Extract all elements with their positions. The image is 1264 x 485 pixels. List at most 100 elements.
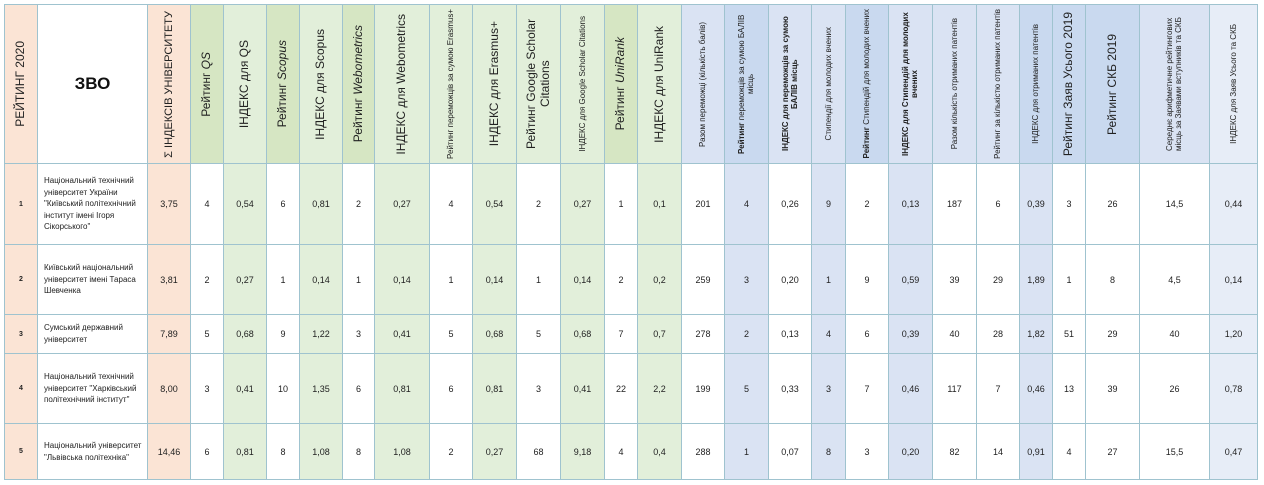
header-rank-patents: Рейтинг за кількістю отриманих патентів bbox=[976, 4, 1020, 164]
cell-sum-index: 8,00 bbox=[147, 353, 191, 424]
cell-rank-skb: 8 bbox=[1085, 244, 1140, 315]
cell-index-qs: 0,68 bbox=[223, 314, 267, 354]
cell-index-applications-skb: 1,20 bbox=[1209, 314, 1258, 354]
cell-rank-applications: 3 bbox=[1052, 163, 1086, 245]
cell-rank-patents: 14 bbox=[976, 423, 1020, 480]
cell-sum-index: 7,89 bbox=[147, 314, 191, 354]
cell-index-patents: 0,91 bbox=[1019, 423, 1053, 480]
cell-rank-skb: 39 bbox=[1085, 353, 1140, 424]
header-rank-applications: Рейтинг Заяв Усього 2019 bbox=[1052, 4, 1086, 164]
cell-index-google-scholar: 0,27 bbox=[560, 163, 605, 245]
cell-rank-erasmus: 6 bbox=[429, 353, 473, 424]
header-rank-qs: Рейтинг QS bbox=[190, 4, 224, 164]
cell-stipends-young: 8 bbox=[811, 423, 846, 480]
table-row: 3 Сумський державний університет 7,89 5 0,68… bbox=[4, 314, 1258, 354]
cell-patents-total: 187 bbox=[932, 163, 977, 245]
header-rank-winners: Рейтинг переможців за сумою БАЛІВ місць bbox=[724, 4, 769, 164]
cell-index-scopus: 1,22 bbox=[299, 314, 343, 354]
cell-index-winners: 0,13 bbox=[768, 314, 812, 354]
cell-rank-patents: 7 bbox=[976, 353, 1020, 424]
cell-patents-total: 117 bbox=[932, 353, 977, 424]
cell-index-unirank: 0,4 bbox=[637, 423, 682, 480]
cell-rank-google-scholar: 5 bbox=[516, 314, 561, 354]
cell-index-google-scholar: 9,18 bbox=[560, 423, 605, 480]
cell-rank-google-scholar: 1 bbox=[516, 244, 561, 315]
header-winners-total: Разом переможці (кількість балів) bbox=[681, 4, 725, 164]
cell-average-places: 4,5 bbox=[1139, 244, 1210, 315]
cell-rank-google-scholar: 3 bbox=[516, 353, 561, 424]
cell-rank-unirank: 2 bbox=[604, 244, 638, 315]
cell-index-erasmus: 0,81 bbox=[472, 353, 517, 424]
cell-index-winners: 0,33 bbox=[768, 353, 812, 424]
header-average-places: Середнє арифметичне рейтингових місць за… bbox=[1139, 4, 1210, 164]
cell-index-webometrics: 0,81 bbox=[374, 353, 430, 424]
cell-rank-skb: 29 bbox=[1085, 314, 1140, 354]
cell-index-stipends: 0,13 bbox=[888, 163, 933, 245]
cell-sum-index: 3,75 bbox=[147, 163, 191, 245]
cell-rank-qs: 6 bbox=[190, 423, 224, 480]
cell-index-stipends: 0,20 bbox=[888, 423, 933, 480]
cell-index-patents: 1,89 bbox=[1019, 244, 1053, 315]
cell-rank-stipends: 9 bbox=[845, 244, 889, 315]
cell-rank-patents: 6 bbox=[976, 163, 1020, 245]
cell-index-qs: 0,81 bbox=[223, 423, 267, 480]
cell-rank-2020: 1 bbox=[4, 163, 38, 245]
cell-rank-erasmus: 2 bbox=[429, 423, 473, 480]
cell-sum-index: 3,81 bbox=[147, 244, 191, 315]
header-index-webometrics: ІНДЕКС для Webometrics bbox=[374, 4, 430, 164]
cell-university-name: Національний технічний університет "Харк… bbox=[37, 353, 148, 424]
header-index-stipends: ІНДЕКС для Стипендій для молодих вчених bbox=[888, 4, 933, 164]
cell-rank-unirank: 4 bbox=[604, 423, 638, 480]
cell-rank-winners: 5 bbox=[724, 353, 769, 424]
cell-rank-stipends: 6 bbox=[845, 314, 889, 354]
cell-rank-skb: 27 bbox=[1085, 423, 1140, 480]
cell-rank-stipends: 3 bbox=[845, 423, 889, 480]
cell-index-scopus: 1,35 bbox=[299, 353, 343, 424]
table-row: 2 Київський національний університет імен… bbox=[4, 244, 1258, 315]
header-index-applications-skb: ІНДЕКС для Заяв Усього та СКБ bbox=[1209, 4, 1258, 164]
cell-rank-unirank: 22 bbox=[604, 353, 638, 424]
cell-index-stipends: 0,59 bbox=[888, 244, 933, 315]
cell-rank-patents: 29 bbox=[976, 244, 1020, 315]
cell-winners-total: 288 bbox=[681, 423, 725, 480]
header-row: РЕЙТИНГ 2020 ЗВО Σ ІНДЕКСІВ УНІВЕРСИТЕТУ… bbox=[4, 4, 1258, 164]
cell-rank-winners: 4 bbox=[724, 163, 769, 245]
cell-rank-2020: 3 bbox=[4, 314, 38, 354]
header-index-unirank: ІНДЕКС для UniRank bbox=[637, 4, 682, 164]
header-stipends-young: Стипендії для молодих вчених bbox=[811, 4, 846, 164]
cell-index-qs: 0,41 bbox=[223, 353, 267, 424]
cell-index-patents: 1,82 bbox=[1019, 314, 1053, 354]
cell-rank-google-scholar: 2 bbox=[516, 163, 561, 245]
cell-index-webometrics: 0,41 bbox=[374, 314, 430, 354]
cell-rank-unirank: 7 bbox=[604, 314, 638, 354]
cell-rank-skb: 26 bbox=[1085, 163, 1140, 245]
header-sum-index: Σ ІНДЕКСІВ УНІВЕРСИТЕТУ bbox=[147, 4, 191, 164]
cell-rank-webometrics: 1 bbox=[342, 244, 375, 315]
cell-rank-qs: 4 bbox=[190, 163, 224, 245]
cell-index-stipends: 0,46 bbox=[888, 353, 933, 424]
cell-index-scopus: 0,14 bbox=[299, 244, 343, 315]
cell-index-applications-skb: 0,47 bbox=[1209, 423, 1258, 480]
cell-sum-index: 14,46 bbox=[147, 423, 191, 480]
ranking-table: РЕЙТИНГ 2020 ЗВО Σ ІНДЕКСІВ УНІВЕРСИТЕТУ… bbox=[4, 4, 1258, 480]
cell-index-patents: 0,39 bbox=[1019, 163, 1053, 245]
cell-index-google-scholar: 0,41 bbox=[560, 353, 605, 424]
header-rank-2020: РЕЙТИНГ 2020 bbox=[4, 4, 38, 164]
cell-index-winners: 0,20 bbox=[768, 244, 812, 315]
cell-index-winners: 0,26 bbox=[768, 163, 812, 245]
cell-university-name: Сумський державний університет bbox=[37, 314, 148, 354]
cell-university-name: Національний технічний університет Украї… bbox=[37, 163, 148, 245]
cell-rank-stipends: 2 bbox=[845, 163, 889, 245]
cell-index-scopus: 0,81 bbox=[299, 163, 343, 245]
cell-index-qs: 0,54 bbox=[223, 163, 267, 245]
cell-rank-webometrics: 6 bbox=[342, 353, 375, 424]
table-row: 4 Національний технічний університет "Хар… bbox=[4, 353, 1258, 424]
cell-rank-patents: 28 bbox=[976, 314, 1020, 354]
header-rank-skb: Рейтинг СКБ 2019 bbox=[1085, 4, 1140, 164]
cell-index-erasmus: 0,54 bbox=[472, 163, 517, 245]
cell-index-applications-skb: 0,14 bbox=[1209, 244, 1258, 315]
cell-winners-total: 278 bbox=[681, 314, 725, 354]
cell-index-google-scholar: 0,14 bbox=[560, 244, 605, 315]
cell-index-unirank: 0,2 bbox=[637, 244, 682, 315]
cell-patents-total: 39 bbox=[932, 244, 977, 315]
